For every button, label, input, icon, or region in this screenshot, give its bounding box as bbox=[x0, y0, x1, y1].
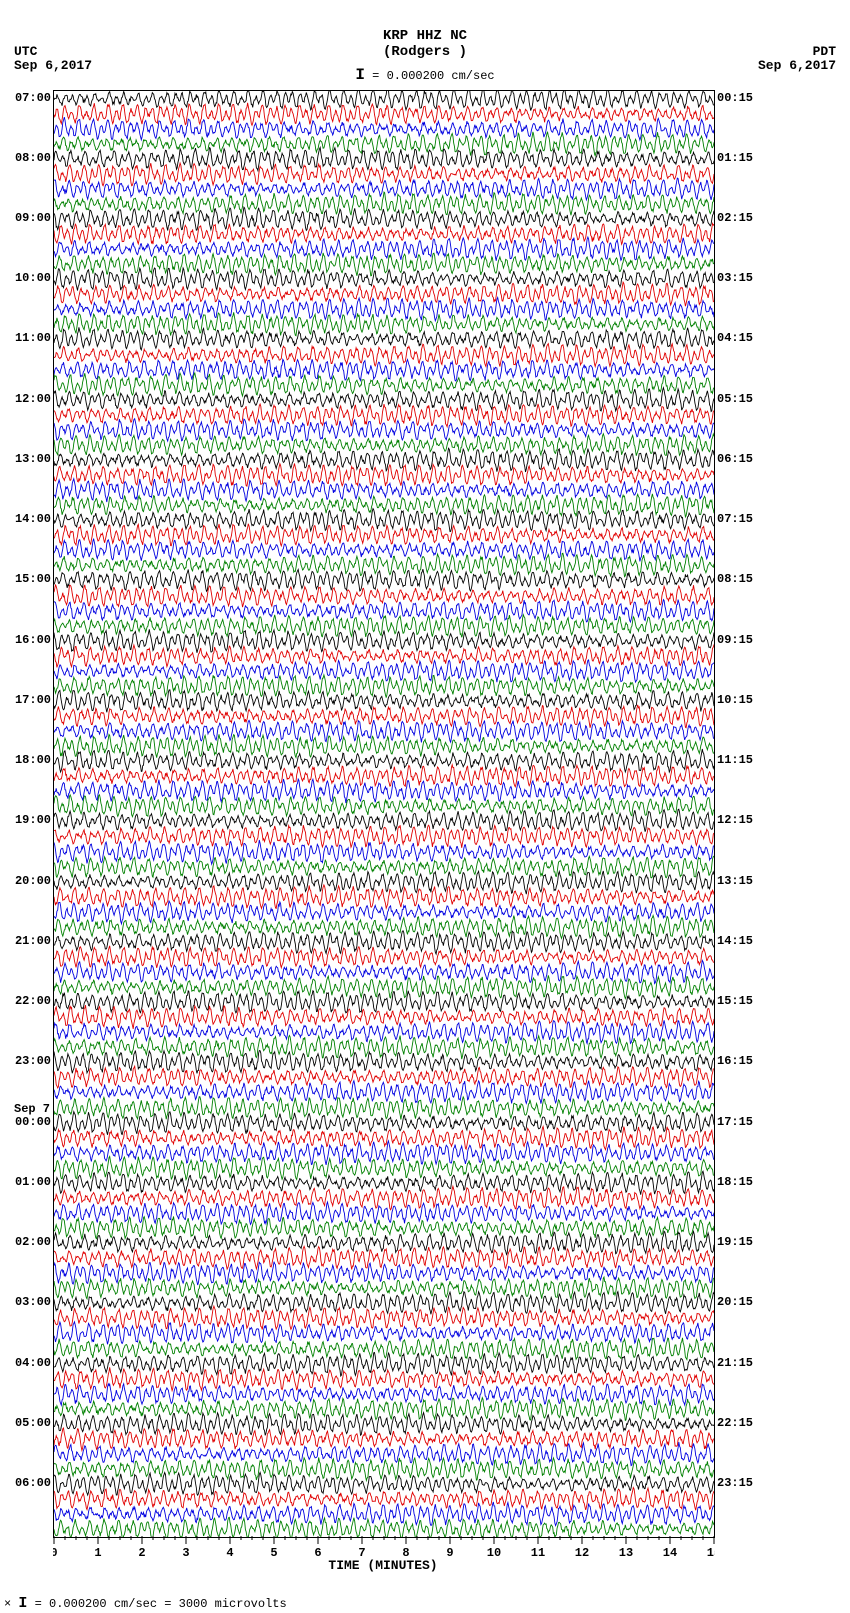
pdt-time-label: 11:15 bbox=[717, 753, 777, 767]
pdt-time-label: 10:15 bbox=[717, 693, 777, 707]
pdt-time-label: 17:15 bbox=[717, 1115, 777, 1129]
utc-time-label: 11:00 bbox=[3, 331, 51, 345]
svg-text:15: 15 bbox=[707, 1546, 715, 1558]
pdt-time-label: 18:15 bbox=[717, 1175, 777, 1189]
svg-text:7: 7 bbox=[358, 1546, 365, 1558]
svg-text:14: 14 bbox=[663, 1546, 677, 1558]
utc-time-label: 19:00 bbox=[3, 813, 51, 827]
svg-text:2: 2 bbox=[138, 1546, 145, 1558]
pdt-time-label: 20:15 bbox=[717, 1295, 777, 1309]
svg-text:0: 0 bbox=[53, 1546, 58, 1558]
utc-time-label: 13:00 bbox=[3, 452, 51, 466]
pdt-time-label: 19:15 bbox=[717, 1235, 777, 1249]
utc-time-label: 10:00 bbox=[3, 271, 51, 285]
pdt-time-label: 23:15 bbox=[717, 1476, 777, 1490]
seismogram-plot bbox=[53, 90, 715, 1538]
utc-time-label: 08:00 bbox=[3, 151, 51, 165]
utc-time-label: 14:00 bbox=[3, 512, 51, 526]
utc-time-label: 04:00 bbox=[3, 1356, 51, 1370]
pdt-time-label: 09:15 bbox=[717, 633, 777, 647]
utc-time-label: 23:00 bbox=[3, 1054, 51, 1068]
svg-text:10: 10 bbox=[487, 1546, 501, 1558]
pdt-time-label: 21:15 bbox=[717, 1356, 777, 1370]
utc-time-label: 18:00 bbox=[3, 753, 51, 767]
svg-text:9: 9 bbox=[446, 1546, 453, 1558]
utc-time-label: 21:00 bbox=[3, 934, 51, 948]
pdt-time-label: 22:15 bbox=[717, 1416, 777, 1430]
pdt-time-label: 14:15 bbox=[717, 934, 777, 948]
utc-time-label: 02:00 bbox=[3, 1235, 51, 1249]
utc-time-label: 17:00 bbox=[3, 693, 51, 707]
utc-time-label: 22:00 bbox=[3, 994, 51, 1008]
svg-text:1: 1 bbox=[94, 1546, 101, 1558]
pdt-time-label: 03:15 bbox=[717, 271, 777, 285]
utc-time-label: 16:00 bbox=[3, 633, 51, 647]
svg-text:8: 8 bbox=[402, 1546, 409, 1558]
x-axis-ticks: 0123456789101112131415 bbox=[53, 1536, 715, 1558]
scale-text: = 0.000200 cm/sec bbox=[365, 69, 495, 83]
utc-time-label: 12:00 bbox=[3, 392, 51, 406]
svg-text:13: 13 bbox=[619, 1546, 633, 1558]
svg-text:4: 4 bbox=[226, 1546, 233, 1558]
utc-time-label: 00:00 bbox=[3, 1115, 51, 1129]
pdt-time-label: 13:15 bbox=[717, 874, 777, 888]
pdt-time-label: 07:15 bbox=[717, 512, 777, 526]
utc-time-label: 20:00 bbox=[3, 874, 51, 888]
utc-time-label: 07:00 bbox=[3, 91, 51, 105]
utc-time-label: 15:00 bbox=[3, 572, 51, 586]
x-axis: 0123456789101112131415 TIME (MINUTES) bbox=[53, 1536, 713, 1576]
pdt-time-label: 12:15 bbox=[717, 813, 777, 827]
svg-text:3: 3 bbox=[182, 1546, 189, 1558]
station-title: KRP HHZ NC bbox=[0, 28, 850, 44]
station-subtitle: (Rodgers ) bbox=[0, 44, 850, 60]
trace-row bbox=[54, 1513, 714, 1538]
utc-time-label: 09:00 bbox=[3, 211, 51, 225]
scale-indicator: I = 0.000200 cm/sec bbox=[0, 66, 850, 84]
footer-prefix: × bbox=[4, 1597, 11, 1611]
chart-header: KRP HHZ NC (Rodgers ) I = 0.000200 cm/se… bbox=[0, 28, 850, 84]
svg-text:5: 5 bbox=[270, 1546, 277, 1558]
footer-scale: × I = 0.000200 cm/sec = 3000 microvolts bbox=[4, 1595, 287, 1612]
helicorder-container: UTC Sep 6,2017 PDT Sep 6,2017 KRP HHZ NC… bbox=[0, 0, 850, 1613]
footer-text: = 0.000200 cm/sec = 3000 microvolts bbox=[35, 1597, 287, 1611]
x-axis-label: TIME (MINUTES) bbox=[53, 1558, 713, 1573]
pdt-time-label: 05:15 bbox=[717, 392, 777, 406]
pdt-time-label: 16:15 bbox=[717, 1054, 777, 1068]
pdt-time-label: 01:15 bbox=[717, 151, 777, 165]
utc-time-label: 05:00 bbox=[3, 1416, 51, 1430]
day-break-label: Sep 7 bbox=[14, 1102, 62, 1116]
svg-text:6: 6 bbox=[314, 1546, 321, 1558]
pdt-time-label: 15:15 bbox=[717, 994, 777, 1008]
svg-text:11: 11 bbox=[531, 1546, 545, 1558]
utc-time-label: 01:00 bbox=[3, 1175, 51, 1189]
pdt-time-label: 00:15 bbox=[717, 91, 777, 105]
svg-text:12: 12 bbox=[575, 1546, 589, 1558]
utc-time-label: 06:00 bbox=[3, 1476, 51, 1490]
pdt-time-label: 02:15 bbox=[717, 211, 777, 225]
utc-time-label: 03:00 bbox=[3, 1295, 51, 1309]
pdt-time-label: 04:15 bbox=[717, 331, 777, 345]
pdt-time-label: 06:15 bbox=[717, 452, 777, 466]
pdt-time-label: 08:15 bbox=[717, 572, 777, 586]
